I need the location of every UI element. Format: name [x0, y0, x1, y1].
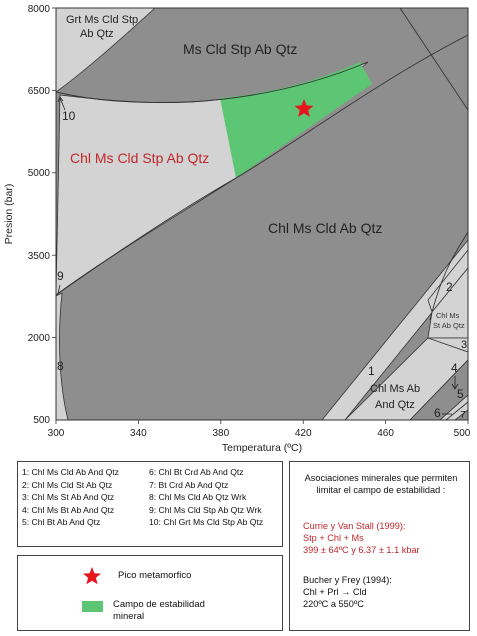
legend-item: 6: Chl Bt Crd Ab And Qtz	[149, 467, 244, 477]
ref2-reaction-left: Chl + Prl	[303, 587, 339, 597]
ref1-title: Currie y Van Stall (1999):	[303, 521, 406, 531]
label-chl-ms-cld-stp-field: Chl Ms Cld Stp Ab Qtz	[70, 150, 209, 166]
x-axis-title: Temperatura (ºC)	[222, 442, 302, 454]
field-number-5: 5	[457, 387, 464, 401]
stability-field-label-1: Campo de estabilidad	[113, 599, 205, 610]
legend-item: 7: Bt Crd Ab And Qtz	[149, 479, 229, 490]
star-icon	[83, 567, 101, 585]
y-tick-500: 500	[33, 415, 50, 426]
ref2-reaction: Chl + Prl → Cld	[303, 586, 468, 598]
x-tick-300: 300	[48, 428, 65, 439]
label-ms-cld-field: Ms Cld Stp Ab Qtz	[183, 41, 297, 57]
phase-diagram: Grt Ms Cld Stp Ab Qtz Ms Cld Stp Ab Qtz …	[3, 4, 471, 454]
x-tick-460: 460	[377, 428, 394, 439]
symbol-legend: Pico metamorfico Campo de estabilidad mi…	[17, 555, 283, 631]
y-tick-5000: 5000	[28, 168, 51, 179]
ref1-assemblage: Stp + Chl + Ms	[303, 533, 364, 543]
field-chl-ms-ab-and	[344, 337, 468, 420]
peak-label: Pico metamorfico	[118, 570, 192, 581]
label-chl-ms-ab-2: And Qtz	[375, 399, 415, 411]
field-number-3: 3	[461, 339, 467, 351]
reference-bucher: Bucher y Frey (1994): Chl + Prl → Cld 22…	[303, 574, 468, 610]
legend-item: 9: Chl Ms Cld Stp Ab Qtz Wrk	[149, 504, 262, 515]
x-tick-420: 420	[295, 428, 312, 439]
y-tick-6500: 6500	[28, 86, 51, 97]
legend-item: 8: Chl Ms Cld Ab Qtz Wrk	[149, 492, 247, 503]
x-tick-500: 500	[454, 428, 471, 439]
field-number-2: 2	[446, 280, 453, 294]
arrow-right-icon: →	[341, 587, 351, 597]
associations-title-line-2: limitar el campo de estabilidad :	[316, 485, 446, 495]
field-2-strip	[427, 249, 468, 313]
label-grt-field-1: Grt Ms Cld Stp	[66, 14, 138, 26]
associations-title-line-1: Asociaciones minerales que permiten	[304, 473, 458, 483]
field-1-strip	[321, 239, 468, 420]
mineral-associations-box: Asociaciones minerales que permiten limi…	[289, 461, 470, 631]
y-tick-3500: 3500	[28, 251, 51, 262]
label-chl-ms-cld-ab-field: Chl Ms Cld Ab Qtz	[268, 220, 382, 236]
field-number-legend: 1: Chl Ms Cld Ab And Qtz 2: Chl Ms Cld S…	[17, 461, 283, 547]
field-chl-ms-st	[427, 267, 468, 339]
field-grt-ms-cld-stp	[56, 8, 156, 93]
associations-title: Asociaciones minerales que permiten limi…	[296, 472, 466, 496]
ref2-title: Bucher y Frey (1994):	[303, 575, 392, 585]
legend-item: 3: Chl Ms St Ab And Qtz	[22, 492, 115, 503]
y-tick-2000: 2000	[28, 333, 51, 344]
label-grt-field-2: Ab Qtz	[80, 28, 114, 40]
legend-item: 10: Chl Grt Ms Cld Stp Ab Qtz	[149, 517, 264, 528]
legend-column-2: 6: Chl Bt Crd Ab And Qtz 7: Bt Crd Ab An…	[149, 466, 263, 529]
mineral-stability-field	[220, 62, 372, 178]
stability-field-label-2: mineral	[113, 611, 145, 622]
legend-item: 4: Chl Ms Bt Ab And Qtz	[22, 504, 115, 515]
label-chl-ms-ab-1: Chl Ms Ab	[370, 383, 420, 395]
field-number-10: 10	[62, 109, 76, 123]
field-4-dark	[409, 359, 468, 420]
x-tick-380: 380	[212, 428, 229, 439]
reference-currie: Currie y Van Stall (1999): Stp + Chl + M…	[303, 520, 468, 556]
label-chl-ms-st-2: St Ab Qtz	[433, 321, 465, 330]
field-number-8: 8	[57, 359, 64, 373]
label-chl-ms-st-1: Chl Ms	[436, 311, 460, 320]
field-number-7: 7	[460, 410, 466, 421]
x-tick-340: 340	[130, 428, 147, 439]
field-number-1: 1	[368, 364, 375, 378]
y-tick-8000: 8000	[28, 4, 51, 15]
legend-item: 2: Chl Ms Cld St Ab Qtz	[22, 479, 113, 490]
ref2-reaction-right: Cld	[352, 587, 367, 597]
ref2-range: 220ºC a 550ºC	[303, 599, 364, 609]
legend-column-1: 1: Chl Ms Cld Ab And Qtz 2: Chl Ms Cld S…	[22, 466, 119, 529]
field-number-9: 9	[57, 269, 64, 283]
ref1-conditions: 399 ± 64ºC y 6.37 ± 1.1 kbar	[303, 545, 420, 555]
legend-item: 1: Chl Ms Cld Ab And Qtz	[22, 467, 119, 477]
green-swatch-icon	[82, 601, 103, 612]
field-number-4: 4	[451, 361, 458, 375]
field-number-6: 6	[434, 406, 441, 420]
y-axis-title: Presion (bar)	[3, 184, 15, 245]
metamorphic-peak-star	[294, 99, 314, 117]
legend-item: 5: Chl Bt Ab And Qtz	[22, 517, 101, 528]
plot-frame	[55, 7, 469, 421]
